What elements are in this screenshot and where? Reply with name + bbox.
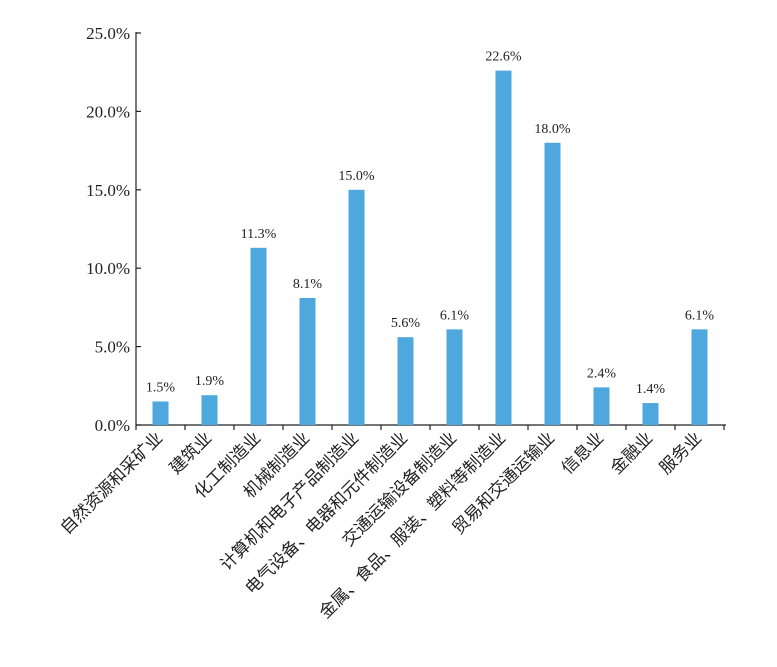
data-label: 1.9% <box>195 374 225 389</box>
data-label: 11.3% <box>241 227 277 242</box>
data-label: 2.4% <box>587 366 617 381</box>
data-labels: 1.5% 1.9% 11.3% 8.1% 15.0% 5.6% 6.1% 22.6% 18.0%… <box>146 50 715 397</box>
data-label: 8.1% <box>293 277 323 292</box>
y-axis-ticks: 0.0% 5.0% 10.0% 15.0% 20.0% 25.0% <box>86 24 141 435</box>
data-label: 5.6% <box>391 316 421 331</box>
bar <box>397 337 414 425</box>
bars <box>152 70 708 425</box>
data-label: 1.4% <box>636 382 666 397</box>
y-tick-label: 10.0% <box>86 259 130 278</box>
bar <box>642 403 659 425</box>
bar <box>201 395 218 425</box>
y-tick-label: 0.0% <box>95 416 130 435</box>
bar <box>691 329 708 425</box>
data-label: 22.6% <box>485 50 522 65</box>
bar <box>250 247 267 425</box>
bar <box>446 329 463 425</box>
bar <box>299 297 316 425</box>
category-label: 金融业 <box>607 428 657 478</box>
data-label: 15.0% <box>338 169 375 184</box>
axes <box>135 32 726 430</box>
y-tick-label: 25.0% <box>86 24 130 43</box>
category-label: 服务业 <box>656 428 706 478</box>
category-label: 自然资源和采矿业 <box>57 428 167 538</box>
y-tick-label: 15.0% <box>86 181 130 200</box>
data-label: 18.0% <box>534 122 571 137</box>
category-labels: 自然资源和采矿业建筑业化工制造业机械制造业计算机和电子产品制造业电气设备、电器和… <box>57 428 706 622</box>
y-tick-label: 5.0% <box>95 338 130 357</box>
bar <box>495 70 512 425</box>
category-label: 信息业 <box>558 428 608 478</box>
data-label: 6.1% <box>440 308 470 323</box>
bar <box>152 401 169 425</box>
bar <box>348 189 365 425</box>
data-label: 6.1% <box>685 308 715 323</box>
bar <box>544 142 561 425</box>
bar <box>593 387 610 425</box>
y-tick-label: 20.0% <box>86 102 130 121</box>
data-label: 1.5% <box>146 380 176 395</box>
